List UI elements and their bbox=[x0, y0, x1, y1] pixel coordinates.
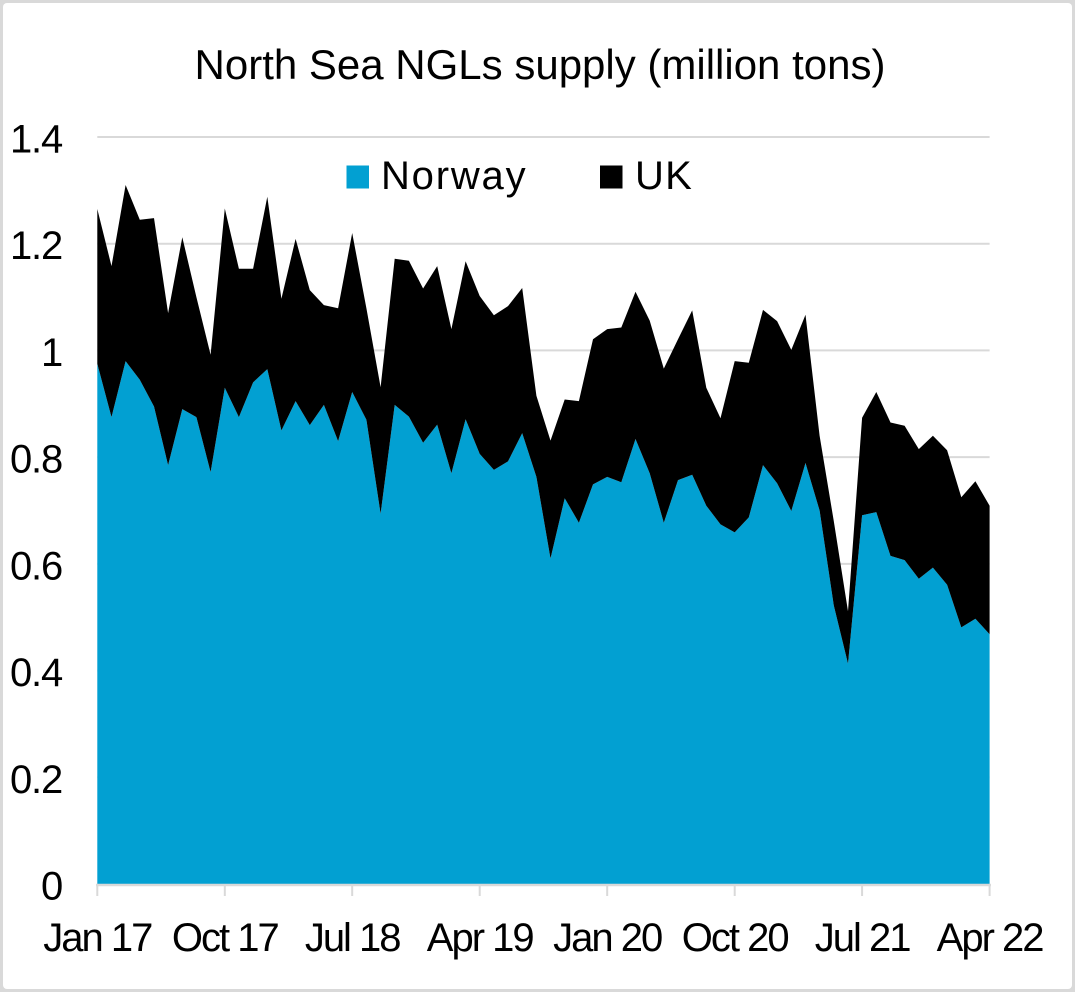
svg-text:Apr 19: Apr 19 bbox=[427, 916, 534, 960]
svg-text:Oct 17: Oct 17 bbox=[172, 916, 279, 960]
svg-text:Jul 21: Jul 21 bbox=[815, 916, 910, 960]
svg-text:Jan 17: Jan 17 bbox=[43, 916, 152, 960]
svg-text:North Sea NGLs supply (million: North Sea NGLs supply (million tons) bbox=[195, 41, 886, 88]
svg-text:1.2: 1.2 bbox=[10, 224, 62, 268]
svg-text:1.4: 1.4 bbox=[10, 118, 63, 162]
svg-text:0.2: 0.2 bbox=[10, 758, 62, 802]
svg-text:1: 1 bbox=[41, 331, 62, 375]
svg-text:Oct 20: Oct 20 bbox=[682, 916, 789, 960]
svg-text:0: 0 bbox=[41, 865, 62, 909]
svg-text:0.4: 0.4 bbox=[10, 651, 63, 695]
svg-text:Norway: Norway bbox=[381, 154, 527, 198]
svg-text:0.6: 0.6 bbox=[10, 544, 62, 588]
svg-text:Apr 22: Apr 22 bbox=[937, 916, 1044, 960]
svg-text:UK: UK bbox=[635, 154, 693, 198]
svg-text:Jul 18: Jul 18 bbox=[305, 916, 400, 960]
svg-text:0.8: 0.8 bbox=[10, 438, 62, 482]
svg-text:Jan 20: Jan 20 bbox=[553, 916, 662, 960]
